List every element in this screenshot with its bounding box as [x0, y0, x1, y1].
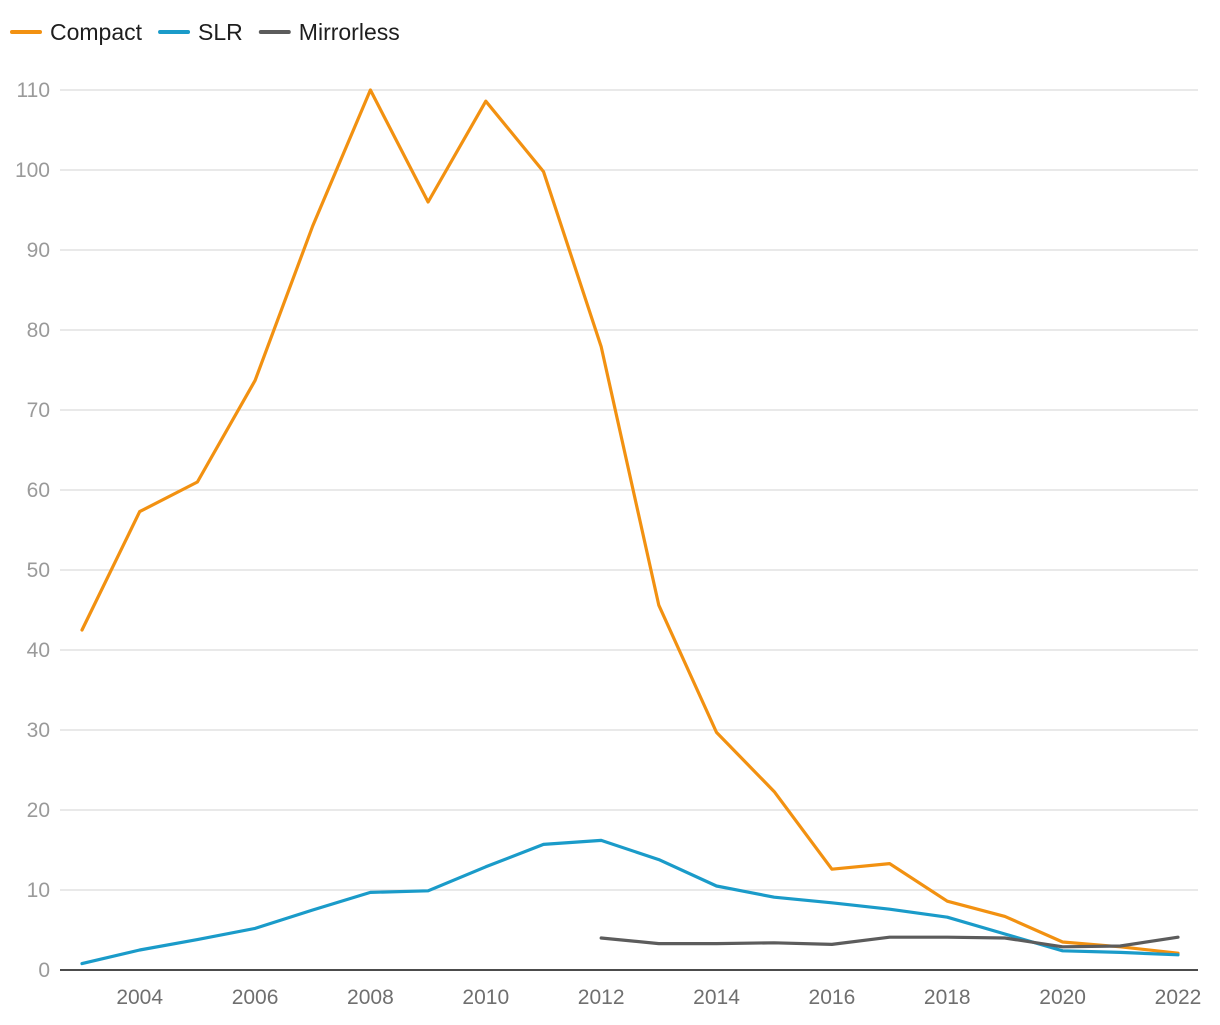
- gridlines: [60, 89, 1198, 891]
- y-tick-label-60: 60: [27, 479, 50, 502]
- y-tick-label-50: 50: [27, 559, 50, 582]
- y-tick-label-80: 80: [27, 319, 50, 342]
- legend-item-slr: SLR: [158, 19, 243, 45]
- x-axis-ticks: 2004 2006 2008 2010 2012 2014 2016 2018 2020 2022: [116, 986, 1201, 1009]
- x-tick-label-2008: 2008: [347, 986, 394, 1009]
- series-line-slr: [80, 838, 1180, 966]
- y-tick-label-0: 0: [38, 959, 50, 982]
- series-line-mirrorless: [599, 935, 1180, 949]
- y-tick-label-110: 110: [17, 79, 50, 102]
- y-tick-label-40: 40: [27, 639, 50, 662]
- series-lines: [80, 88, 1180, 966]
- legend-label-mirrorless: Mirrorless: [299, 19, 400, 45]
- legend-item-mirrorless: Mirrorless: [258, 19, 400, 45]
- x-tick-label-2014: 2014: [693, 986, 740, 1009]
- legend: Compact SLR Mirrorless: [10, 19, 400, 45]
- y-tick-label-70: 70: [27, 399, 50, 422]
- legend-label-slr: SLR: [198, 19, 243, 45]
- legend-label-compact: Compact: [50, 19, 143, 45]
- x-tick-label-2020: 2020: [1039, 986, 1086, 1009]
- x-tick-label-2012: 2012: [578, 986, 625, 1009]
- y-tick-label-90: 90: [27, 239, 50, 262]
- x-tick-label-2016: 2016: [809, 986, 856, 1009]
- y-tick-label-30: 30: [27, 719, 50, 742]
- x-tick-label-2006: 2006: [232, 986, 279, 1009]
- legend-item-compact: Compact: [10, 19, 143, 45]
- y-tick-label-10: 10: [27, 879, 50, 902]
- series-line-compact: [80, 88, 1180, 955]
- x-tick-label-2022: 2022: [1155, 986, 1202, 1009]
- y-axis-ticks: 0 10 20 30 40 50 60 70 80 90 100 110: [15, 79, 50, 982]
- x-tick-label-2018: 2018: [924, 986, 971, 1009]
- x-tick-label-2004: 2004: [116, 986, 163, 1009]
- y-tick-label-20: 20: [27, 799, 50, 822]
- y-tick-label-100: 100: [15, 159, 50, 182]
- x-tick-label-2010: 2010: [462, 986, 509, 1009]
